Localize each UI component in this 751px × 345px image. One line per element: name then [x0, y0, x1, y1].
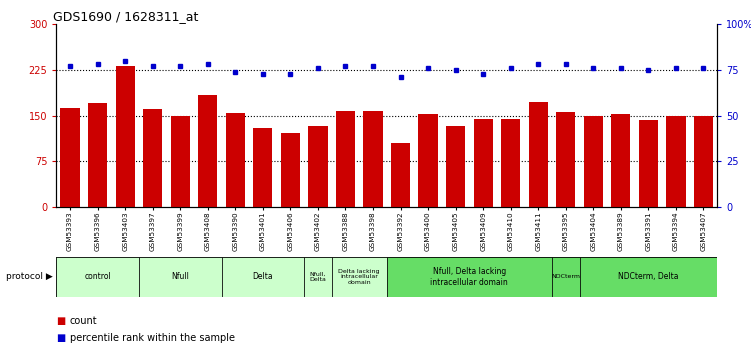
Bar [56, 257, 139, 297]
Text: ■: ■ [56, 333, 65, 343]
Bar [332, 257, 387, 297]
Text: percentile rank within the sample: percentile rank within the sample [70, 333, 235, 343]
Bar [60, 108, 80, 207]
Bar [116, 66, 135, 207]
Bar [391, 143, 410, 207]
Text: GDS1690 / 1628311_at: GDS1690 / 1628311_at [53, 10, 198, 23]
Text: Nfull, Delta lacking
intracellular domain: Nfull, Delta lacking intracellular domai… [430, 267, 508, 287]
Bar [446, 126, 465, 207]
Text: Delta: Delta [252, 272, 273, 282]
Text: Nfull: Nfull [171, 272, 189, 282]
Bar [529, 102, 547, 207]
Bar [139, 257, 222, 297]
Text: count: count [70, 316, 98, 326]
Text: Nfull,
Delta: Nfull, Delta [309, 272, 327, 282]
Bar [363, 111, 383, 207]
Bar [198, 96, 218, 207]
Bar [225, 112, 245, 207]
Bar [88, 104, 107, 207]
Bar [474, 119, 493, 207]
Text: NDCterm: NDCterm [551, 274, 581, 279]
Bar [611, 114, 630, 207]
Bar [143, 109, 162, 207]
Bar [308, 126, 327, 207]
Bar [556, 112, 575, 207]
Bar [501, 119, 520, 207]
Text: NDCterm, Delta: NDCterm, Delta [618, 272, 679, 282]
Bar [694, 116, 713, 207]
Bar [253, 128, 273, 207]
Bar [552, 257, 580, 297]
Bar [387, 257, 552, 297]
Text: ■: ■ [56, 316, 65, 326]
Bar [580, 257, 717, 297]
Text: protocol ▶: protocol ▶ [6, 272, 53, 282]
Bar [666, 116, 686, 207]
Bar [281, 132, 300, 207]
Bar [170, 116, 190, 207]
Bar [638, 120, 658, 207]
Text: control: control [84, 272, 111, 282]
Bar [584, 116, 603, 207]
Bar [336, 111, 355, 207]
Bar [418, 114, 438, 207]
Bar [304, 257, 332, 297]
Bar [222, 257, 304, 297]
Text: Delta lacking
intracellular
domain: Delta lacking intracellular domain [339, 268, 380, 285]
